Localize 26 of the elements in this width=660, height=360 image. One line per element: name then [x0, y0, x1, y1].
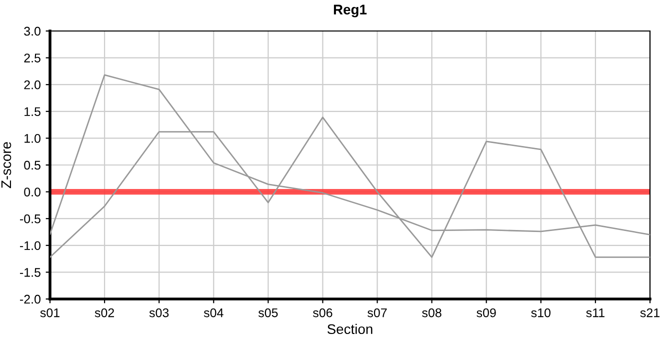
y-tick-label: 1.5	[24, 107, 40, 116]
x-tick-label: s21	[640, 308, 660, 318]
x-axis-title: Section	[327, 324, 372, 334]
x-tick-label: s02	[94, 308, 114, 318]
y-tick-label: 1.0	[24, 134, 40, 143]
x-tick-label: s08	[422, 308, 442, 318]
y-axis-title: Z-score	[1, 142, 12, 188]
x-tick-label: s11	[586, 308, 604, 318]
y-tick-label: -1.5	[20, 268, 40, 277]
y-tick-label: 0.0	[24, 188, 40, 196]
x-tick-label: s09	[476, 308, 496, 318]
y-tick-label: 2.5	[24, 54, 40, 62]
y-tick-label: 3.0	[24, 26, 40, 36]
chart-title: Reg1	[334, 4, 367, 18]
x-tick-label: s01	[40, 308, 60, 318]
y-tick-label: -0.5	[20, 214, 40, 224]
y-tick-label: -2.0	[20, 294, 40, 304]
x-tick-label: s10	[531, 308, 550, 318]
x-tick-label: s06	[313, 308, 332, 318]
y-tick-label: -1.0	[20, 241, 40, 250]
y-tick-label: 2.0	[24, 80, 40, 90]
x-tick-label: s03	[149, 308, 169, 318]
x-tick-label: s04	[204, 308, 224, 318]
x-tick-label: s05	[258, 308, 278, 318]
y-tick-label: 0.5	[24, 160, 40, 170]
x-tick-label: s07	[368, 308, 387, 318]
